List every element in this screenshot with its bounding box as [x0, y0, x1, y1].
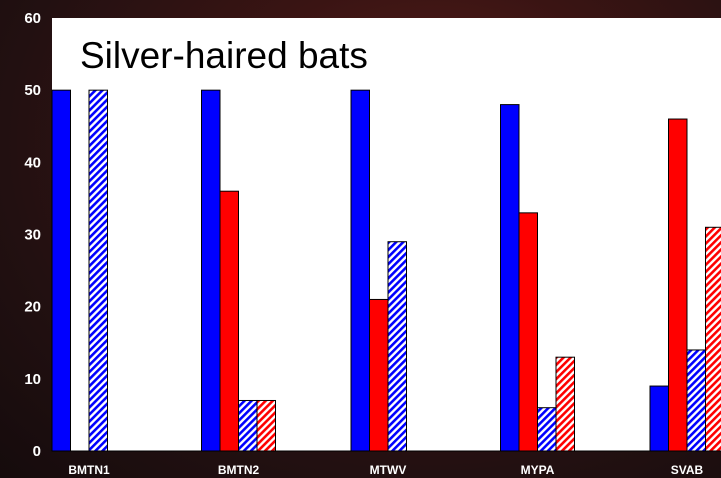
x-axis: BMTN1 BMTN2 MTWV MYPA SVAB	[68, 463, 703, 477]
bar-group	[51, 89, 721, 452]
y-tick-label: 60	[24, 10, 41, 27]
bar	[369, 298, 389, 452]
x-tick-label: SVAB	[671, 463, 704, 477]
x-tick-label: MTWV	[370, 463, 407, 477]
y-tick-label: 50	[24, 82, 41, 99]
bar	[51, 89, 71, 452]
bar	[350, 89, 370, 452]
x-tick-label: BMTN1	[68, 463, 110, 477]
bar	[705, 226, 721, 452]
y-tick-label: 10	[24, 371, 41, 388]
bar	[649, 385, 669, 452]
y-tick-label: 20	[24, 299, 41, 316]
bar	[537, 407, 557, 452]
y-tick-label: 0	[33, 443, 41, 460]
bar	[387, 241, 407, 452]
bar	[668, 118, 688, 452]
bar	[500, 104, 520, 452]
y-tick-label: 40	[24, 154, 41, 171]
bar	[518, 212, 538, 452]
bar	[201, 89, 221, 452]
y-tick-label: 30	[24, 227, 41, 244]
y-axis: 0 10 20 30 40 50 60	[24, 10, 41, 460]
bar	[238, 399, 258, 452]
bar	[219, 190, 239, 452]
bar	[555, 356, 575, 452]
bar	[686, 349, 706, 452]
bar	[88, 89, 108, 452]
x-tick-label: MYPA	[521, 463, 555, 477]
x-tick-label: BMTN2	[218, 463, 260, 477]
chart-title: Silver-haired bats	[80, 35, 368, 76]
bar	[256, 399, 276, 452]
